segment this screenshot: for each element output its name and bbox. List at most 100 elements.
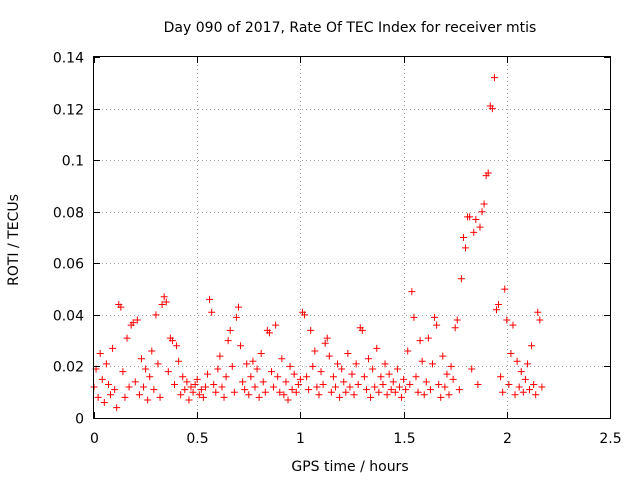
data-point — [468, 365, 476, 373]
data-point — [276, 388, 284, 396]
data-point — [478, 208, 486, 216]
data-point — [197, 386, 205, 394]
data-point — [152, 311, 160, 319]
data-point — [488, 105, 496, 113]
data-point — [303, 373, 311, 381]
data-point — [346, 383, 354, 391]
data-point — [119, 368, 127, 376]
data-point — [150, 386, 158, 394]
data-point — [294, 380, 302, 388]
data-point — [439, 352, 447, 360]
data-point — [117, 303, 125, 311]
data-point — [426, 386, 434, 394]
axis-ticks — [94, 57, 611, 419]
data-point — [451, 324, 459, 332]
data-point — [455, 386, 463, 394]
data-point — [272, 321, 280, 329]
data-point — [193, 375, 201, 383]
data-point — [317, 368, 325, 376]
data-point — [437, 393, 445, 401]
data-point — [367, 393, 375, 401]
data-point — [100, 399, 108, 407]
data-point — [183, 378, 191, 386]
data-point — [404, 347, 412, 355]
data-point — [123, 334, 131, 342]
data-point — [499, 388, 507, 396]
data-point — [418, 357, 426, 365]
data-point — [352, 360, 360, 368]
data-point — [526, 386, 534, 394]
data-point — [247, 373, 255, 381]
data-point — [497, 373, 505, 381]
data-point — [170, 380, 178, 388]
data-point — [530, 380, 538, 388]
data-point — [420, 391, 428, 399]
data-point — [179, 373, 187, 381]
data-point — [501, 285, 509, 293]
data-point — [495, 301, 503, 309]
x-tick-label: 1 — [296, 431, 305, 447]
data-point — [395, 383, 403, 391]
y-tick-label: 0.06 — [53, 257, 84, 273]
data-point — [288, 386, 296, 394]
data-point — [201, 383, 209, 391]
chart-title: Day 090 of 2017, Rate Of TEC Index for r… — [164, 20, 537, 36]
data-point — [466, 213, 474, 221]
data-point — [218, 383, 226, 391]
data-point — [251, 383, 259, 391]
data-point — [515, 383, 523, 391]
data-point — [414, 388, 422, 396]
data-point — [111, 386, 119, 394]
data-point — [216, 352, 224, 360]
data-point — [199, 393, 207, 401]
data-point — [315, 391, 323, 399]
data-point — [109, 344, 117, 352]
grid-lines — [94, 57, 610, 418]
data-point — [329, 373, 337, 381]
data-point — [445, 391, 453, 399]
data-point — [389, 378, 397, 386]
data-point — [210, 380, 218, 388]
x-tick-labels: 0 0.5 1 1.5 2 2.5 — [90, 431, 622, 447]
data-point — [135, 391, 143, 399]
data-point — [342, 388, 350, 396]
data-point — [257, 350, 265, 358]
data-point — [334, 360, 342, 368]
data-point — [168, 337, 176, 345]
data-point — [309, 362, 317, 370]
data-point — [140, 383, 148, 391]
data-point — [354, 380, 362, 388]
data-point — [160, 293, 168, 301]
data-point — [344, 350, 352, 358]
data-point — [144, 396, 152, 404]
data-point — [274, 373, 282, 381]
data-point — [507, 350, 515, 358]
data-point — [286, 362, 294, 370]
data-point — [532, 391, 540, 399]
data-point — [131, 378, 139, 386]
data-point — [369, 365, 377, 373]
data-point — [511, 391, 519, 399]
data-point — [142, 365, 150, 373]
data-point — [220, 393, 228, 401]
data-point — [222, 373, 230, 381]
data-point — [433, 321, 441, 329]
data-point — [387, 386, 395, 394]
data-point — [431, 313, 439, 321]
data-point — [173, 342, 181, 350]
x-tick-label: 0 — [90, 431, 99, 447]
data-point — [505, 380, 513, 388]
data-point — [265, 329, 273, 337]
y-tick-label: 0 — [75, 412, 84, 428]
data-point — [400, 375, 408, 383]
data-point — [162, 298, 170, 306]
data-point — [472, 215, 480, 223]
data-point — [232, 313, 240, 321]
data-point — [177, 391, 185, 399]
data-point — [268, 368, 276, 376]
x-tick-label: 2.5 — [599, 431, 621, 447]
data-point — [226, 326, 234, 334]
data-point — [292, 388, 300, 396]
data-point — [325, 352, 333, 360]
